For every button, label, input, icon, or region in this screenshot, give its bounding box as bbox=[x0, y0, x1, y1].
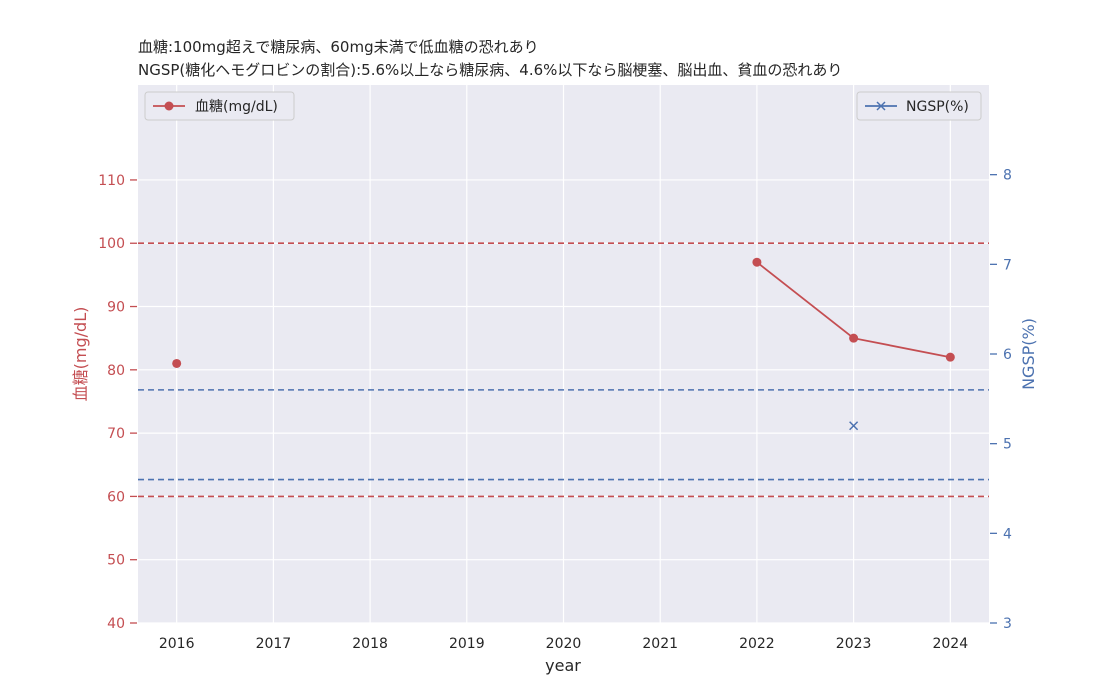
x-tick-label: 2019 bbox=[449, 636, 485, 652]
legend-right: NGSP(%) bbox=[856, 91, 982, 121]
left-tick-label: 110 bbox=[98, 173, 125, 189]
x-axis-label: year bbox=[545, 656, 581, 675]
left-tick-label: 90 bbox=[107, 300, 125, 316]
right-tick-label: 4 bbox=[1003, 526, 1012, 542]
legend-right-marker bbox=[876, 101, 886, 111]
chart-title: 血糖:100mg超えで糖尿病、60mg未満で低血糖の恐れあり NGSP(糖化ヘモ… bbox=[138, 38, 842, 79]
reference-lines bbox=[138, 242, 989, 498]
ngsp-point bbox=[849, 421, 859, 431]
left-tick-label: 40 bbox=[107, 616, 125, 632]
right-tick-label: 8 bbox=[1003, 168, 1012, 184]
legend-left-box bbox=[144, 91, 295, 121]
legend-left-marker bbox=[164, 101, 174, 111]
x-tick-label: 2023 bbox=[836, 636, 872, 652]
blood-sugar-point bbox=[752, 257, 762, 267]
legend-right-box bbox=[856, 91, 982, 121]
left-tick-label: 70 bbox=[107, 426, 125, 442]
chart-title-line-2: NGSP(糖化ヘモグロビンの割合):5.6%以上なら糖尿病、4.6%以下なら脳梗… bbox=[138, 61, 842, 79]
right-tick-label: 6 bbox=[1003, 347, 1012, 363]
x-tick-label: 2016 bbox=[159, 636, 195, 652]
left-tick-label: 60 bbox=[107, 489, 125, 505]
right-tick-label: 5 bbox=[1003, 437, 1012, 453]
series-layer bbox=[172, 257, 955, 431]
chart-title-line-1: 血糖:100mg超えで糖尿病、60mg未満で低血糖の恐れあり bbox=[138, 38, 539, 56]
legend-right-label: NGSP(%) bbox=[906, 99, 969, 115]
left-axis-label: 血糖(mg/dL) bbox=[71, 307, 90, 402]
blood-sugar-point bbox=[849, 333, 859, 343]
right-axis-label: NGSP(%) bbox=[1019, 318, 1038, 390]
x-tick-label: 2024 bbox=[932, 636, 968, 652]
right-tick-label: 3 bbox=[1003, 616, 1012, 632]
blood-sugar-point bbox=[172, 358, 182, 368]
x-tick-label: 2022 bbox=[739, 636, 775, 652]
x-tick-label: 2018 bbox=[352, 636, 388, 652]
x-tick-label: 2017 bbox=[256, 636, 292, 652]
grid bbox=[138, 85, 989, 624]
left-tick-label: 50 bbox=[107, 553, 125, 569]
left-tick-label: 100 bbox=[98, 236, 125, 252]
left-tick-label: 80 bbox=[107, 363, 125, 379]
right-tick-label: 7 bbox=[1003, 257, 1012, 273]
blood-sugar-point bbox=[945, 352, 955, 362]
legend-left: 血糖(mg/dL) bbox=[144, 91, 295, 121]
x-tick-label: 2020 bbox=[546, 636, 582, 652]
legend-left-label: 血糖(mg/dL) bbox=[195, 99, 278, 115]
axes: 2016 2017 2018 2019 2020 2021 2022 2023 2024 40 50… bbox=[98, 168, 1012, 652]
x-tick-label: 2021 bbox=[642, 636, 678, 652]
